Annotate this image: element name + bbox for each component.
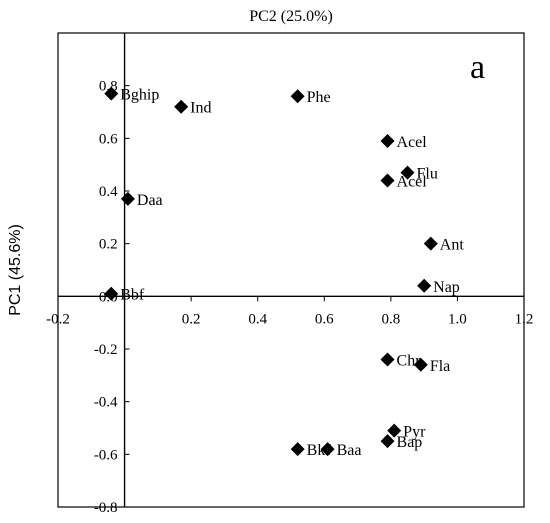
x-axis-ticks: -0.2 0.2 0.4 0.6 0.8 1.0 1.2	[46, 296, 533, 327]
data-point-label: Flu	[417, 166, 438, 183]
y-tick-label: 0.2	[99, 237, 118, 253]
data-point-marker	[320, 442, 335, 457]
data-point-label: Acel	[397, 173, 428, 190]
x-axis-title: PC2 (25.0%)	[249, 8, 333, 25]
y-axis-title: PC1 (45.6%)	[7, 224, 24, 316]
panel-label: a	[470, 49, 485, 86]
data-point-marker	[400, 165, 415, 180]
data-point-marker	[290, 89, 305, 104]
data-point-marker	[174, 99, 189, 114]
data-point-label: Bghip	[120, 87, 159, 104]
data-point-marker	[104, 86, 119, 101]
x-tick-label: 0.2	[182, 311, 201, 327]
data-point-label: Bbf	[120, 287, 145, 304]
x-tick-label: 0.4	[248, 311, 267, 327]
y-tick-label: -0.8	[94, 500, 118, 516]
y-tick-label: 0.4	[99, 184, 118, 200]
data-point-label: Nap	[433, 279, 460, 296]
data-point-marker	[120, 191, 135, 206]
data-point-marker	[290, 442, 305, 457]
plot-frame	[57, 32, 525, 508]
y-tick-label: -0.2	[94, 342, 118, 358]
data-point-marker	[380, 173, 395, 188]
data-point-label: Bap	[397, 434, 423, 451]
x-tick-label: 0.6	[315, 311, 334, 327]
y-tick-label: 0.6	[99, 131, 118, 147]
data-point-marker	[387, 423, 402, 438]
data-point-label: Acel	[397, 134, 428, 151]
data-point-marker	[417, 278, 432, 293]
data-point-label: Fla	[430, 358, 450, 375]
data-point-label: Ant	[440, 237, 465, 254]
y-tick-label: -0.6	[94, 447, 118, 463]
x-tick-label: 1.0	[448, 311, 467, 327]
data-point-marker	[380, 434, 395, 449]
data-point-label: Pyr	[403, 424, 426, 441]
x-tick-label: -0.2	[46, 311, 70, 327]
data-point-label: Ind	[190, 100, 211, 117]
data-point-label: Phe	[307, 89, 331, 106]
y-axis-ticks: -0.8-0.6-0.4-0.20.00.20.40.60.8	[94, 79, 130, 516]
data-point-label: Daa	[137, 192, 163, 209]
data-point-label: Baa	[337, 442, 362, 459]
data-point-marker	[380, 133, 395, 148]
y-tick-label: -0.4	[94, 395, 118, 411]
data-point-marker	[380, 352, 395, 367]
data-point-marker	[423, 236, 438, 251]
data-point-marker	[413, 357, 428, 372]
x-tick-label: 0.8	[381, 311, 400, 327]
data-point-marker	[104, 286, 119, 301]
x-tick-label: 1.2	[515, 311, 534, 327]
